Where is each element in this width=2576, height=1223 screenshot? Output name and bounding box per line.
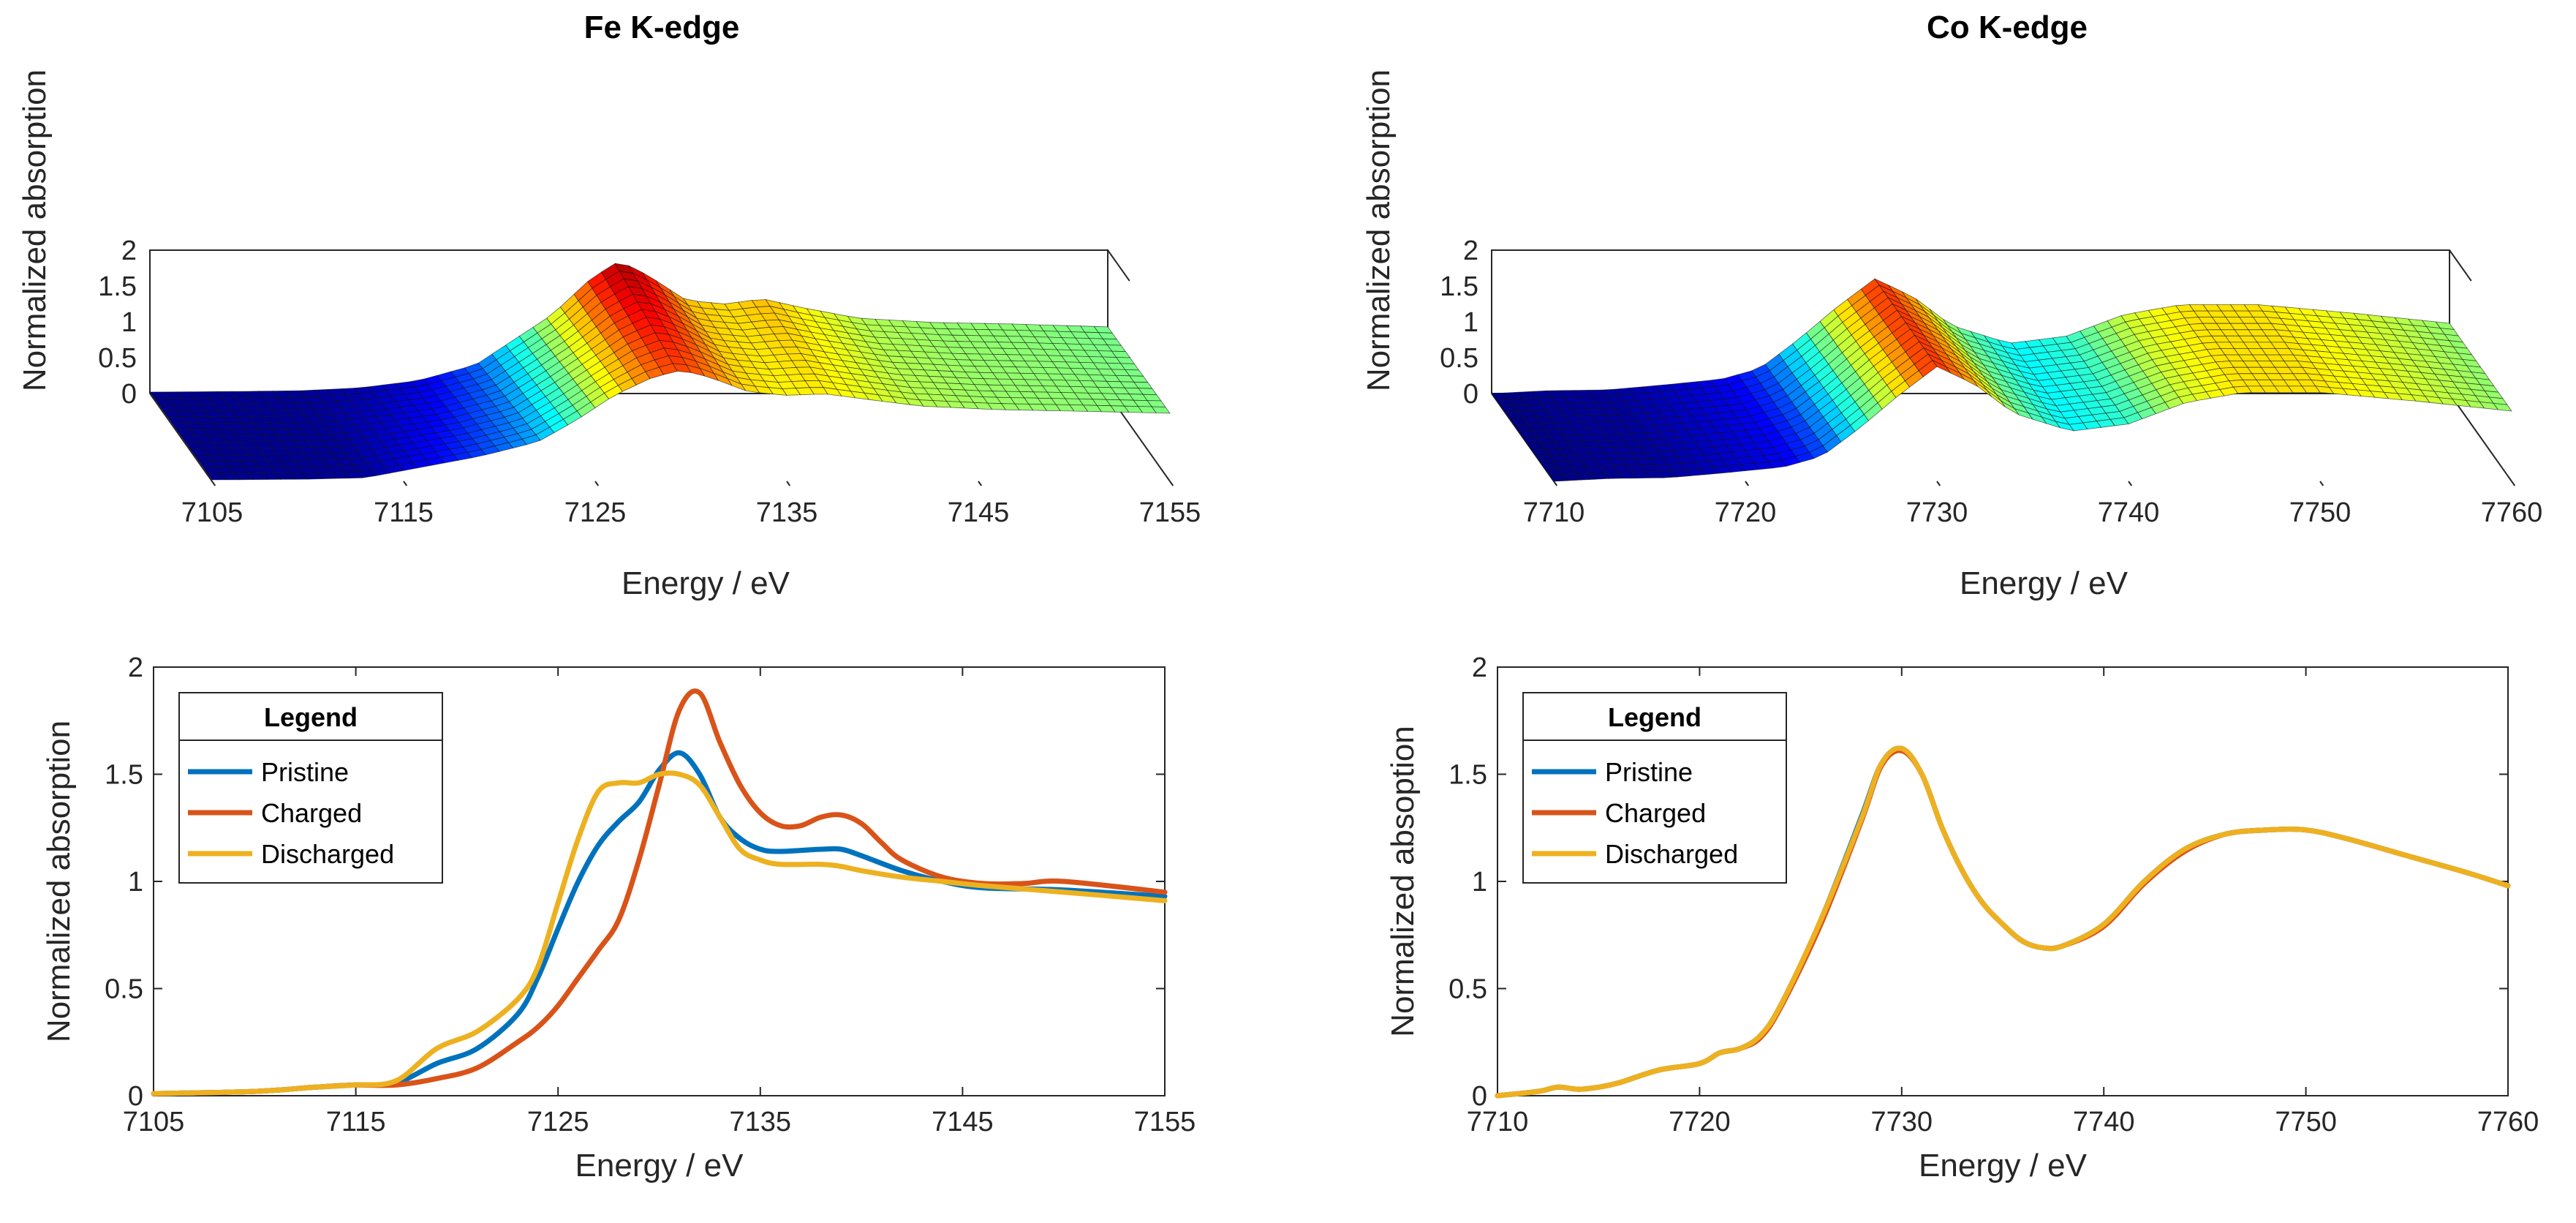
y-tick-label: 2 xyxy=(1472,652,1487,683)
y-axis-label: Normalized absorption xyxy=(41,720,77,1042)
y-axis-label: Normalized absorption xyxy=(17,69,53,391)
fe-k-edge-3d-panel: 2 1.5 1 0.5 0 7105 7115 7125 7135 7145 7155 Energy … xyxy=(17,10,1201,601)
x-tick-mark xyxy=(2319,481,2324,486)
co-k-edge-3d-panel: 2 1.5 1 0.5 0 7710 7720 7730 7740 7750 7760 Energy … xyxy=(1361,10,2542,601)
x-axis-label: Energy / eV xyxy=(575,1148,744,1184)
x-tick-label: 7115 xyxy=(374,497,434,528)
series-line-discharged xyxy=(1495,745,2511,1099)
x-tick-label: 7145 xyxy=(932,1107,994,1137)
x-tick-mark xyxy=(786,481,791,486)
co-k-edge-line-panel: 7710 7720 7730 7740 7750 7760 0 0.5 1 1.5 2 Energy … xyxy=(1385,652,2539,1184)
y-tick-label: 1.5 xyxy=(105,760,143,791)
x-tick-label: 7750 xyxy=(2289,497,2352,528)
back-wall-frame xyxy=(1491,249,2450,394)
z-tick-label: 0 xyxy=(121,379,137,410)
legend-label-pristine: Pristine xyxy=(1605,757,1693,787)
legend-title: Legend xyxy=(1608,702,1701,732)
x-tick-label: 7135 xyxy=(756,497,818,528)
legend-label-pristine: Pristine xyxy=(261,757,349,787)
left-floor-edge xyxy=(149,393,213,482)
surface-patch xyxy=(2493,402,2512,412)
x-tick-label: 7105 xyxy=(123,1107,185,1137)
x-tick-label: 7730 xyxy=(1906,497,1968,528)
x-tick-label: 7750 xyxy=(2275,1107,2337,1137)
y-tick-label: 1 xyxy=(1472,867,1487,898)
z-tick-label: 0.5 xyxy=(98,343,137,374)
z-tick-label: 1 xyxy=(121,307,137,338)
x-axis-label: Energy / eV xyxy=(1919,1148,2088,1184)
x-tick-label: 7135 xyxy=(730,1107,792,1137)
fe-k-edge-line-panel: 7105 7115 7125 7135 7145 7155 0 0.5 1 1.5 2 Energy … xyxy=(41,652,1196,1184)
z-tick-label: 1.5 xyxy=(98,271,137,302)
x-tick-mark xyxy=(2511,481,2516,486)
legend-label-discharged: Discharged xyxy=(261,839,394,869)
x-tick-label: 7125 xyxy=(527,1107,589,1137)
y-axis-label: Normalized absoption xyxy=(1385,726,1421,1037)
back-wall-frame xyxy=(149,249,1108,394)
x-tick-label: 7105 xyxy=(181,497,243,528)
chart-title: Fe K-edge xyxy=(584,10,740,45)
x-tick-label: 7760 xyxy=(2481,497,2543,528)
y-tick-label: 0 xyxy=(1472,1081,1487,1112)
legend-label-discharged: Discharged xyxy=(1605,839,1738,869)
y-axis-label: Normalized absorption xyxy=(1361,69,1397,391)
z-tick-label: 0 xyxy=(1463,379,1478,410)
x-tick-label: 7720 xyxy=(1715,497,1777,528)
y-tick-label: 1 xyxy=(128,867,143,898)
legend-label-charged: Charged xyxy=(261,798,362,828)
x-tick-mark xyxy=(211,481,216,486)
x-tick-mark xyxy=(1553,481,1558,486)
x-tick-label: 7710 xyxy=(1467,1107,1529,1137)
z-tick-label: 0.5 xyxy=(1440,343,1478,374)
x-tick-label: 7730 xyxy=(1871,1107,1933,1137)
x-tick-label: 7720 xyxy=(1669,1107,1731,1137)
legend-label-charged: Charged xyxy=(1605,798,1706,828)
series-line-pristine xyxy=(151,750,1168,1096)
series-line-discharged xyxy=(151,770,1168,1096)
x-tick-label: 7155 xyxy=(1134,1107,1196,1137)
y-tick-label: 0 xyxy=(128,1081,143,1112)
series-line-charged xyxy=(151,688,1168,1096)
z-tick-label: 2 xyxy=(1463,236,1478,266)
y-tick-label: 1.5 xyxy=(1448,760,1487,791)
y-tick-label: 2 xyxy=(128,652,143,683)
x-tick-mark xyxy=(1936,481,1941,486)
z-tick-label: 2 xyxy=(121,236,137,266)
right-floor-edge xyxy=(2449,393,2512,482)
x-tick-label: 7115 xyxy=(326,1107,386,1137)
x-tick-mark xyxy=(403,481,408,486)
top-right-edge xyxy=(1107,249,1130,282)
x-tick-label: 7740 xyxy=(2073,1107,2135,1137)
x-tick-mark xyxy=(1745,481,1750,486)
y-tick-label: 0.5 xyxy=(1448,974,1487,1005)
y-tick-label: 0.5 xyxy=(105,974,143,1005)
x-tick-label: 7125 xyxy=(564,497,627,528)
x-tick-mark xyxy=(978,481,983,486)
chart-title: Co K-edge xyxy=(1927,10,2088,45)
x-tick-mark xyxy=(594,481,600,486)
x-tick-label: 7145 xyxy=(948,497,1010,528)
z-tick-label: 1.5 xyxy=(1440,271,1478,302)
x-tick-label: 7155 xyxy=(1139,497,1201,528)
x-axis-label: Energy / eV xyxy=(622,565,790,601)
x-tick-mark xyxy=(2128,481,2133,486)
x-tick-label: 7710 xyxy=(1523,497,1585,528)
x-tick-mark xyxy=(1169,481,1174,486)
x-tick-label: 7740 xyxy=(2098,497,2160,528)
z-tick-label: 1 xyxy=(1463,307,1478,338)
x-axis-label: Energy / eV xyxy=(1960,565,2129,601)
legend-title: Legend xyxy=(264,702,358,732)
surface-patch xyxy=(1151,406,1171,414)
top-right-edge xyxy=(2449,249,2472,282)
x-tick-label: 7760 xyxy=(2477,1107,2539,1137)
